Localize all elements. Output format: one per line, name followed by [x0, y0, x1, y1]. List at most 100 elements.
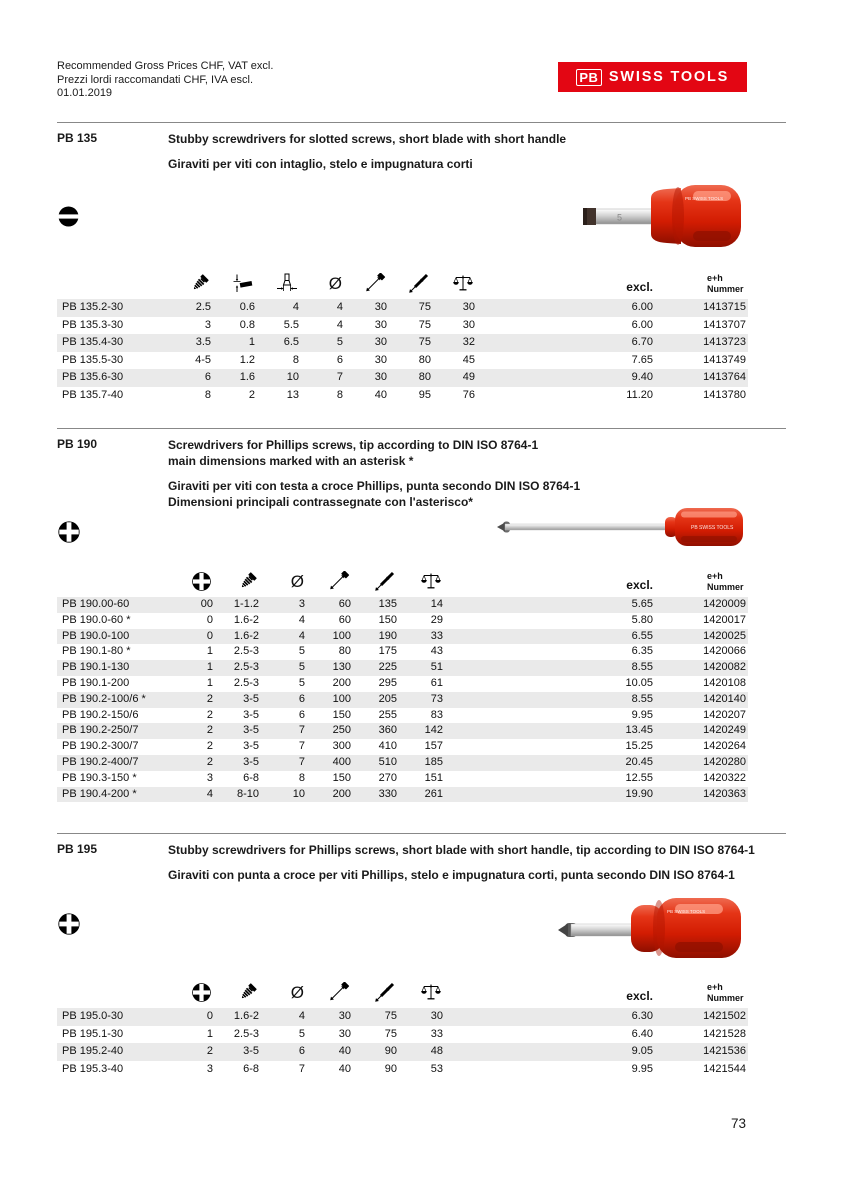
blade-length-icon — [364, 273, 386, 294]
spec-value: 90 — [384, 1062, 397, 1075]
spec-value: 7 — [298, 740, 305, 753]
spec-value: 4 — [336, 301, 343, 313]
spec-value: 6 — [298, 692, 305, 705]
spec-value: 61 — [430, 676, 443, 689]
spec-value: 6.5 — [283, 336, 299, 348]
order-number: 1420009 — [703, 598, 746, 610]
price-value: 13.45 — [625, 724, 653, 737]
product-row: PB 190.00-60 00 1-1.2 3 60 135 14 5.65 1420009 — [57, 597, 748, 613]
handle-brand-text: PB SWISS TOOLS — [691, 525, 734, 531]
product-id: PB 190.00-60 — [62, 598, 130, 610]
product-id: PB 195.1-30 — [62, 1027, 124, 1040]
spec-value: 29 — [430, 613, 443, 626]
spec-value: 205 — [378, 692, 397, 705]
spec-value: 45 — [462, 353, 475, 366]
order-number: 1420249 — [703, 724, 746, 737]
product-row: PB 190.3-150 * 3 6-8 8 150 270 151 12.55 1420322 — [57, 771, 748, 787]
order-number: 1420140 — [703, 692, 746, 705]
screw-icon — [237, 982, 258, 1003]
spec-value: 261 — [424, 787, 443, 800]
spec-value: 8 — [292, 353, 299, 366]
product-id: PB 190.2-250/7 — [62, 724, 139, 737]
spec-value: 135 — [378, 598, 397, 610]
handle-brand-text: PB SWISS TOOLS — [685, 196, 723, 201]
price-note-en: Recommended Gross Prices CHF, VAT excl. — [57, 60, 274, 72]
product-photo-pb190: PB SWISS TOOLS — [495, 505, 745, 554]
product-row: PB 190.1-130 1 2.5-3 5 130 225 51 8.55 1420082 — [57, 660, 748, 676]
section-titles: Stubby screwdrivers for slotted screws, … — [168, 131, 566, 172]
catalog-section-pb135: PB 135 Stubby screwdrivers for slotted s… — [57, 122, 786, 428]
product-id: PB 190.0-60 * — [62, 613, 131, 626]
spec-value: 30 — [338, 1010, 351, 1022]
section-title-en: Screwdrivers for Phillips screws, tip ac… — [168, 438, 539, 452]
screw-icon — [237, 571, 258, 592]
product-row: PB 190.2-100/6 * 2 3-5 6 100 205 73 8.55 1420140 — [57, 691, 748, 708]
section-divider — [57, 833, 786, 834]
price-value: 6.30 — [631, 1010, 653, 1022]
product-id: PB 190.0-100 — [62, 629, 130, 642]
order-number: 1420207 — [703, 708, 746, 721]
spec-value: 0.6 — [239, 301, 255, 313]
spec-value: 185 — [424, 755, 443, 768]
product-id: PB 190.2-400/7 — [62, 755, 139, 768]
spec-value: 13 — [286, 388, 299, 401]
product-column-header — [57, 260, 167, 299]
section-titles: Stubby screwdrivers for Phillips screws,… — [168, 842, 755, 883]
spec-value: 80 — [418, 353, 431, 366]
price-value: 20.45 — [625, 755, 653, 768]
spec-value: 0 — [206, 1010, 213, 1022]
product-row: PB 190.2-150/6 2 3-5 6 150 255 83 9.95 1420207 — [57, 708, 748, 724]
blade-length-icon — [328, 982, 350, 1003]
product-row: PB 190.2-300/7 2 3-5 7 300 410 157 15.25 1420264 — [57, 739, 748, 755]
spec-value: 2.5-3 — [233, 661, 259, 674]
spec-value: 6-8 — [243, 771, 259, 784]
spec-value: 3 — [204, 318, 211, 331]
spec-value: 8-10 — [236, 787, 259, 800]
spec-value: 30 — [374, 353, 387, 366]
number-column-header: e+h Nummer — [707, 571, 744, 592]
spec-value: 30 — [462, 301, 475, 313]
order-number: 1420066 — [703, 645, 746, 658]
order-number: 1420280 — [703, 755, 746, 768]
diameter-icon: Ø — [290, 572, 304, 591]
page-number: 73 — [730, 1116, 746, 1131]
spec-value: 295 — [378, 676, 397, 689]
product-row: PB 190.0-60 * 0 1.6-2 4 60 150 29 5.80 1420017 — [57, 613, 748, 629]
spec-value: 60 — [338, 598, 351, 610]
spec-value: 14 — [430, 598, 443, 610]
product-row: PB 190.1-80 * 1 2.5-3 5 80 175 43 6.35 1420066 — [57, 644, 748, 660]
diameter-icon: Ø — [328, 274, 342, 293]
number-column-header: e+h Nummer — [707, 273, 744, 294]
spec-value: 8 — [204, 388, 211, 401]
order-number: 1420025 — [703, 629, 746, 642]
screw-icon — [189, 273, 210, 294]
order-number: 1413723 — [703, 336, 746, 348]
product-id: PB 135.3-30 — [62, 318, 124, 331]
blade-size-mark: 5 — [617, 213, 622, 223]
product-row: PB 195.3-40 3 6-8 7 40 90 53 9.95 1421544 — [57, 1061, 748, 1079]
spec-value: 30 — [338, 1027, 351, 1040]
product-id: PB 195.0-30 — [62, 1010, 124, 1022]
blade-width-icon — [276, 273, 298, 294]
price-value: 6.00 — [631, 318, 653, 331]
spec-value: 30 — [374, 336, 387, 348]
slotted-screw-icon — [57, 205, 80, 233]
order-number: 1413749 — [703, 353, 746, 366]
logo-pb-mark: PB — [575, 68, 602, 86]
spec-value: 200 — [332, 676, 351, 689]
spec-value: 6 — [336, 353, 343, 366]
spec-value: 7 — [298, 724, 305, 737]
product-row: PB 190.4-200 * 4 8-10 10 200 330 261 19.90 14203… — [57, 786, 748, 803]
spec-value: 4 — [298, 613, 305, 626]
product-row: PB 135.7-40 8 2 13 8 40 95 76 11.20 1413780 — [57, 387, 748, 405]
order-number: 1421502 — [703, 1010, 746, 1022]
spec-value: 40 — [338, 1045, 351, 1057]
total-length-icon — [374, 982, 396, 1003]
product-id: PB 190.4-200 * — [62, 787, 137, 800]
spec-value: 75 — [418, 336, 431, 348]
catalog-section-pb195: PB 195 Stubby screwdrivers for Phillips … — [57, 833, 786, 1123]
price-value: 6.35 — [631, 645, 653, 658]
